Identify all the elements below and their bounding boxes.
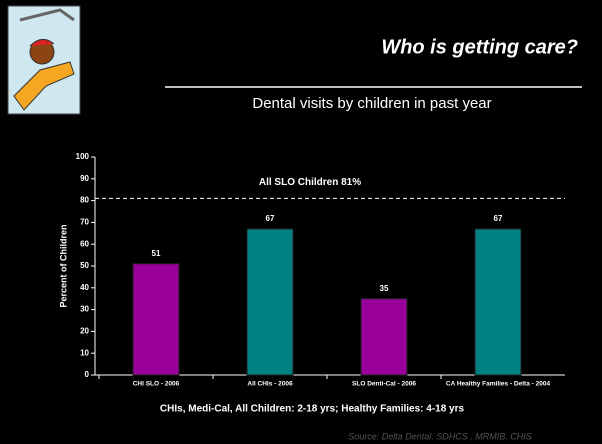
- y-tick-label: 40: [80, 283, 89, 292]
- x-axis-label: CHIs, Medi-Cal, All Children: 2-18 yrs; …: [160, 404, 465, 415]
- dental-arm: [19, 8, 75, 22]
- data-label: 67: [494, 214, 503, 223]
- bar: [132, 263, 180, 376]
- y-axis-label: Percent of Children: [58, 224, 68, 307]
- patient-cap: [29, 39, 55, 47]
- x-tick-label: SLO Denti-Cal - 2006: [352, 381, 416, 388]
- bar: [246, 228, 294, 376]
- y-tick-label: 20: [80, 327, 89, 336]
- source: Source: Delta Dental, SDHCS , MRMIB, CHI…: [348, 431, 532, 441]
- x-tick-label: All CHIs - 2006: [247, 381, 293, 388]
- reference-label: All SLO Children 81%: [259, 177, 361, 188]
- y-tick-label: 80: [80, 196, 89, 205]
- y-tick-label: 50: [80, 261, 89, 270]
- clip-art: [7, 5, 81, 115]
- title: Who is getting care?: [381, 36, 578, 58]
- data-label: 67: [266, 214, 275, 223]
- x-tick-label: CHI SLO - 2006: [133, 381, 180, 388]
- y-tick-label: 60: [80, 239, 89, 248]
- subtitle: Dental visits by children in past year: [252, 95, 491, 112]
- y-tick-label: 100: [76, 152, 90, 161]
- x-tick-label: CA Healthy Families - Delta - 2004: [446, 381, 551, 388]
- bar: [474, 228, 522, 376]
- y-tick-label: 90: [80, 174, 89, 183]
- y-tick-label: 0: [85, 370, 90, 379]
- y-tick-label: 10: [80, 348, 89, 357]
- chair: [13, 61, 75, 111]
- y-tick-label: 30: [80, 305, 89, 314]
- y-tick-label: 70: [80, 218, 89, 227]
- data-label: 51: [152, 249, 161, 258]
- data-label: 35: [380, 284, 389, 293]
- bar: [360, 298, 408, 376]
